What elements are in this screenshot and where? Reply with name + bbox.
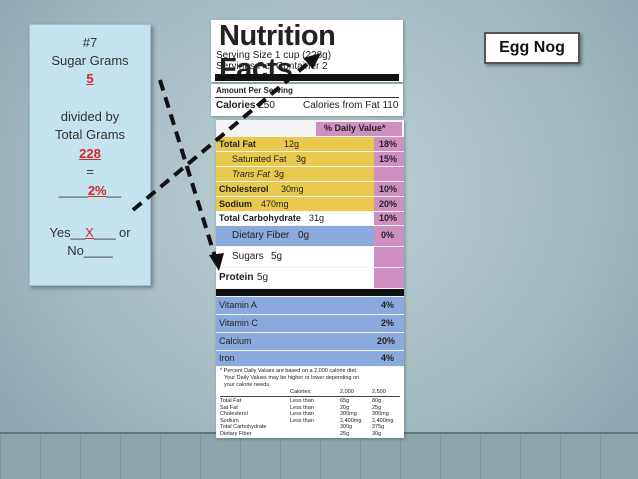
footnote-line-1: * Percent Daily Values are based on a 2,… xyxy=(220,368,358,374)
equals-sign: = xyxy=(86,164,94,179)
no-line: No____ xyxy=(67,243,113,258)
dv-table-c1: 2,400mg xyxy=(340,417,362,424)
row-trans-fat: Trans Fat 3g xyxy=(216,167,404,181)
dv-table-c2: 30g xyxy=(372,430,382,437)
amount-per-serving: Amount Per Serving xyxy=(216,86,293,95)
floor-background xyxy=(0,432,638,479)
dv-table-c2: 375g xyxy=(372,424,385,430)
row-saturated-fat: Saturated Fat 3g 15% xyxy=(216,152,404,166)
row-vitamin-a: Vitamin A 4% xyxy=(216,297,404,314)
row-sugars: Sugars 5g xyxy=(216,247,404,267)
calories-label: Calories xyxy=(216,100,256,111)
nutrition-facts-title: Nutrition Facts xyxy=(219,20,336,85)
row-sodium: Sodium 470mg 20% xyxy=(216,197,404,211)
daily-value-header: % Daily Value* xyxy=(324,123,386,133)
dv-table-name: Total Fat xyxy=(220,398,242,404)
footnote-area: * Percent Daily Values are based on a 2,… xyxy=(216,367,404,438)
calories-line: Calories 250 xyxy=(216,100,275,111)
result-blank-post: __ xyxy=(106,183,122,198)
sugar-grams-label: Sugar Grams xyxy=(51,53,129,68)
row-cholesterol: Cholesterol 30mg 10% xyxy=(216,182,404,196)
dv-table-c1: 65g xyxy=(340,398,350,404)
rule xyxy=(215,97,399,98)
row-iron: Iron 4% xyxy=(216,351,404,366)
dv-table-c2: 2,400mg xyxy=(372,417,394,424)
total-grams-label: Total Grams xyxy=(54,127,126,142)
serving-size: Serving Size 1 cup (228g) xyxy=(216,50,332,61)
arrow-to-sugars xyxy=(158,79,224,271)
table-header-2000: 2,000 xyxy=(340,389,354,395)
question-number: #7 xyxy=(82,35,98,50)
calories-section: Amount Per Serving Calories 250 Calories… xyxy=(211,84,403,116)
dv-table-c1: 25g xyxy=(340,430,350,437)
calories-from-fat: Calories from Fat 110 xyxy=(303,100,399,111)
dv-table-c1: 300g xyxy=(340,424,353,430)
row-calcium: Calcium 20% xyxy=(216,333,404,350)
dv-table-qual: Less than xyxy=(290,411,314,417)
calories-value: 250 xyxy=(258,100,275,111)
result-line: ____2%__ xyxy=(30,183,150,199)
thick-rule xyxy=(215,74,399,81)
servings-per-container: Servings Per Container 2 xyxy=(216,61,328,72)
dv-table-qual: Less than xyxy=(290,417,314,424)
yes-label: Yes xyxy=(49,225,71,240)
sugar-grams-value: 5 xyxy=(86,71,94,86)
dv-header-bg xyxy=(316,122,402,136)
arrow-to-serving-size xyxy=(131,53,321,212)
dv-table-qual: Less than xyxy=(290,398,314,404)
yes-line: Yes__X___ or xyxy=(30,225,150,241)
result-blank-pre: ____ xyxy=(58,183,88,198)
table-header-2500: 2,500 xyxy=(372,389,386,395)
dv-table-name: Total Carbohydrate xyxy=(220,424,267,430)
table-header-calories: Calories: xyxy=(290,389,312,395)
nutrition-table: % Daily Value* Total Fat 12g 18% Saturated… xyxy=(216,120,404,438)
yes-blank-pre: __ xyxy=(70,225,86,240)
row-protein: Protein 5g xyxy=(216,268,404,288)
row-dietary-fiber: Dietary Fiber 0g 0% xyxy=(216,226,404,246)
dv-table-c1: 20g xyxy=(340,404,350,411)
dv-table-c2: 80g xyxy=(372,398,382,404)
result-value: 2% xyxy=(87,183,107,198)
nutrition-label-header: Nutrition Facts Serving Size 1 cup (228g… xyxy=(211,20,403,85)
yes-blank-post: ___ or xyxy=(93,225,131,240)
total-grams-value: 228 xyxy=(79,146,101,161)
footnote-line-3: your calorie needs. xyxy=(224,382,271,388)
yes-mark: X xyxy=(85,225,94,240)
row-total-carbohydrate: Total Carbohydrate 31g 10% xyxy=(216,212,404,225)
row-total-fat: Total Fat 12g 18% xyxy=(216,137,404,151)
dv-table-c1: 300mg xyxy=(340,411,357,417)
calculation-panel: #7 Sugar Grams 5 divided by Total Grams … xyxy=(29,24,151,286)
divided-by-label: divided by xyxy=(60,109,120,124)
footnote-rule xyxy=(220,396,400,397)
dv-table-name: Sat Fat xyxy=(220,404,238,411)
row-vitamin-c: Vitamin C 2% xyxy=(216,315,404,332)
dv-table-name: Sodium xyxy=(220,417,239,424)
dv-table-qual: Less than xyxy=(290,404,314,411)
product-tag: Egg Nog xyxy=(484,32,580,64)
dv-table-c2: 25g xyxy=(372,404,382,411)
dv-table-name: Cholesterol xyxy=(220,411,248,417)
footnote-line-2: Your Daily Values may be higher or lower… xyxy=(224,375,360,381)
vitamin-rule xyxy=(216,289,404,296)
dv-table-name: Dietary Fiber xyxy=(220,430,252,437)
dv-table-c2: 300mg xyxy=(372,411,389,417)
